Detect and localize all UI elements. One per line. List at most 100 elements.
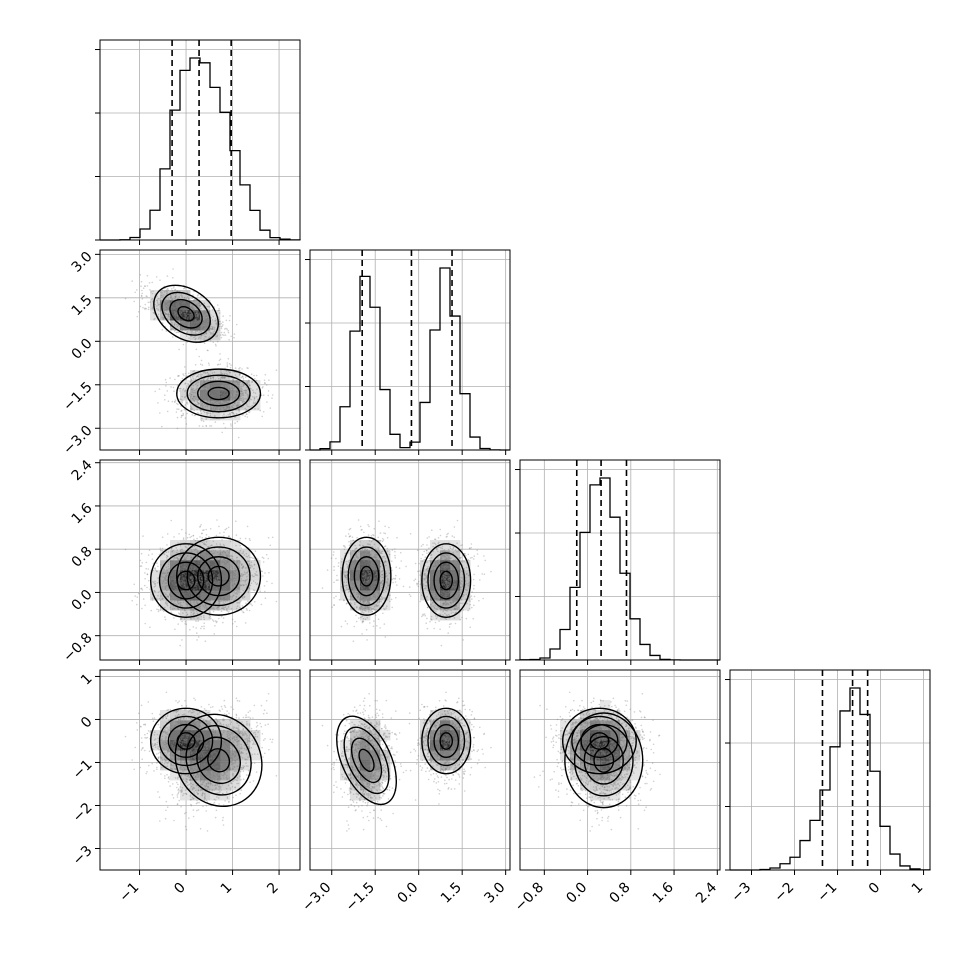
scatter-point — [186, 613, 189, 616]
density-cell — [250, 570, 261, 581]
scatter-point — [214, 318, 217, 320]
scatter-point — [205, 333, 207, 335]
scatter-point — [220, 396, 222, 399]
scatter-point — [174, 401, 176, 403]
scatter-point — [177, 408, 180, 411]
scatter-point — [164, 606, 166, 609]
scatter-point — [171, 574, 173, 576]
scatter-point — [157, 565, 159, 568]
scatter-point — [191, 331, 193, 333]
scatter-point — [228, 568, 231, 570]
scatter-point — [191, 568, 193, 570]
scatter-point — [239, 537, 242, 540]
scatter-point — [176, 325, 179, 328]
density-cell — [240, 720, 251, 731]
scatter-point — [191, 414, 193, 416]
scatter-point — [173, 312, 175, 315]
scatter-point — [275, 600, 278, 603]
scatter-point — [228, 397, 230, 399]
scatter-point — [211, 597, 213, 599]
scatter-point — [186, 537, 189, 539]
scatter-point — [195, 610, 198, 613]
density-cell — [350, 770, 361, 781]
scatter-point — [182, 320, 185, 323]
scatter-point — [209, 578, 211, 580]
scatter-point — [192, 329, 195, 331]
scatter-point — [196, 600, 198, 603]
scatter-point — [238, 374, 241, 376]
scatter-point — [147, 301, 150, 304]
scatter-point — [173, 306, 175, 309]
density-cell — [600, 740, 611, 751]
scatter-point — [192, 387, 195, 390]
scatter-point — [165, 293, 168, 296]
scatter-point — [157, 303, 159, 305]
scatter-point — [164, 304, 167, 307]
scatter-point — [190, 549, 193, 551]
scatter-point — [179, 312, 182, 314]
scatter-point — [189, 569, 192, 571]
scatter-point — [196, 559, 199, 562]
density-cell — [450, 740, 461, 751]
scatter-point — [213, 328, 216, 330]
scatter-point — [265, 384, 268, 386]
density-cell — [370, 590, 381, 601]
density-cell — [590, 770, 601, 781]
scatter-point — [243, 554, 246, 556]
scatter-point — [180, 617, 183, 620]
scatter-point — [198, 376, 200, 378]
scatter-point — [208, 386, 211, 389]
scatter-point — [212, 549, 215, 552]
scatter-point — [182, 591, 184, 593]
density-cell — [370, 720, 381, 731]
scatter-point — [248, 384, 251, 387]
scatter-point — [206, 305, 209, 308]
scatter-point — [225, 574, 228, 577]
scatter-point — [232, 379, 234, 381]
scatter-point — [242, 379, 245, 381]
scatter-point — [183, 366, 186, 368]
scatter-point — [191, 297, 193, 300]
scatter-point — [200, 330, 202, 333]
scatter-point — [174, 573, 176, 576]
density-cell — [610, 740, 621, 751]
scatter-point — [180, 312, 182, 314]
scatter-point — [225, 609, 228, 611]
scatter-point — [216, 551, 219, 554]
scatter-point — [178, 319, 181, 321]
scatter-point — [224, 408, 226, 411]
density-cell — [460, 730, 471, 741]
scatter-point — [229, 601, 231, 603]
scatter-point — [189, 392, 191, 395]
scatter-point — [216, 402, 218, 405]
scatter-point — [166, 297, 168, 299]
scatter-point — [206, 349, 209, 352]
scatter-point — [164, 593, 167, 595]
scatter-point — [197, 322, 200, 324]
density-cell — [160, 300, 171, 311]
scatter-point — [253, 397, 256, 400]
scatter-point — [196, 315, 198, 317]
scatter-point — [169, 316, 171, 318]
scatter-point — [238, 410, 240, 412]
density-cell — [230, 550, 241, 561]
scatter-point — [214, 343, 217, 346]
scatter-point — [164, 577, 166, 579]
scatter-point — [204, 335, 206, 338]
scatter-point — [227, 329, 229, 332]
scatter-point — [172, 386, 175, 389]
scatter-point — [197, 617, 199, 619]
scatter-point — [167, 316, 170, 318]
density-cell — [180, 750, 191, 761]
density-cell — [440, 610, 451, 621]
scatter-point — [159, 547, 162, 550]
scatter-point — [239, 549, 242, 552]
scatter-point — [220, 395, 223, 398]
density-cell — [180, 580, 191, 591]
density-cell — [430, 710, 441, 721]
density-cell — [250, 380, 261, 391]
scatter-point — [193, 409, 195, 412]
scatter-point — [271, 397, 273, 400]
scatter-point — [151, 597, 154, 599]
scatter-point — [233, 402, 236, 404]
